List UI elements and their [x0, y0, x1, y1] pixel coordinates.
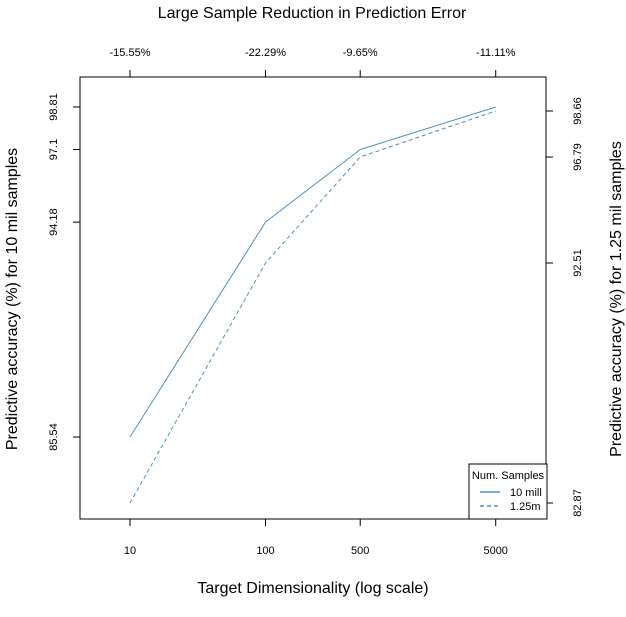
top-tick-label: -22.29% — [245, 47, 286, 59]
left-axis: 85.54 94.18 97.1 98.81 — [48, 93, 80, 451]
y-right-tick-label: 92.51 — [572, 249, 584, 277]
chart-title: Large Sample Reduction in Prediction Err… — [158, 5, 467, 22]
y-left-axis-title: Predictive accuracy (%) for 10 mil sampl… — [4, 148, 21, 450]
x-tick-label: 5000 — [483, 545, 507, 557]
top-tick-label: -11.11% — [476, 47, 516, 59]
x-tick-label: 100 — [256, 545, 274, 557]
legend: Num. Samples 10 mill 1.25m — [468, 463, 548, 520]
legend-label-1-25m: 1.25m — [510, 501, 541, 513]
y-left-tick-label: 85.54 — [48, 423, 60, 451]
y-right-tick-label: 96.79 — [572, 143, 584, 171]
y-right-tick-label: 98.66 — [572, 97, 584, 125]
y-left-tick-label: 94.18 — [48, 208, 60, 236]
plot-frame — [79, 76, 547, 520]
top-tick-label: -9.65% — [343, 47, 378, 59]
y-right-axis-title: Predictive accuracy (%) for 1.25 mil sam… — [608, 141, 625, 457]
series-line-10-mill — [129, 106, 496, 438]
legend-title: Num. Samples — [472, 470, 545, 482]
series-layer — [129, 106, 496, 504]
y-left-tick-label: 98.81 — [48, 93, 60, 121]
x-tick-label: 500 — [351, 545, 369, 557]
legend-label-10-mill: 10 mill — [510, 487, 542, 499]
series-line-1-25m — [129, 110, 496, 504]
x-axis-title: Target Dimensionality (log scale) — [197, 580, 428, 597]
right-axis: 82.87 92.51 96.79 98.66 — [546, 97, 584, 517]
y-left-tick-label: 97.1 — [48, 139, 60, 160]
x-tick-label: 10 — [124, 545, 136, 557]
top-axis: -15.55% -22.29% -9.65% -11.11% — [110, 47, 516, 77]
y-right-tick-label: 82.87 — [572, 489, 584, 517]
bottom-axis: 10 100 500 5000 — [124, 519, 508, 557]
top-tick-label: -15.55% — [110, 47, 151, 59]
